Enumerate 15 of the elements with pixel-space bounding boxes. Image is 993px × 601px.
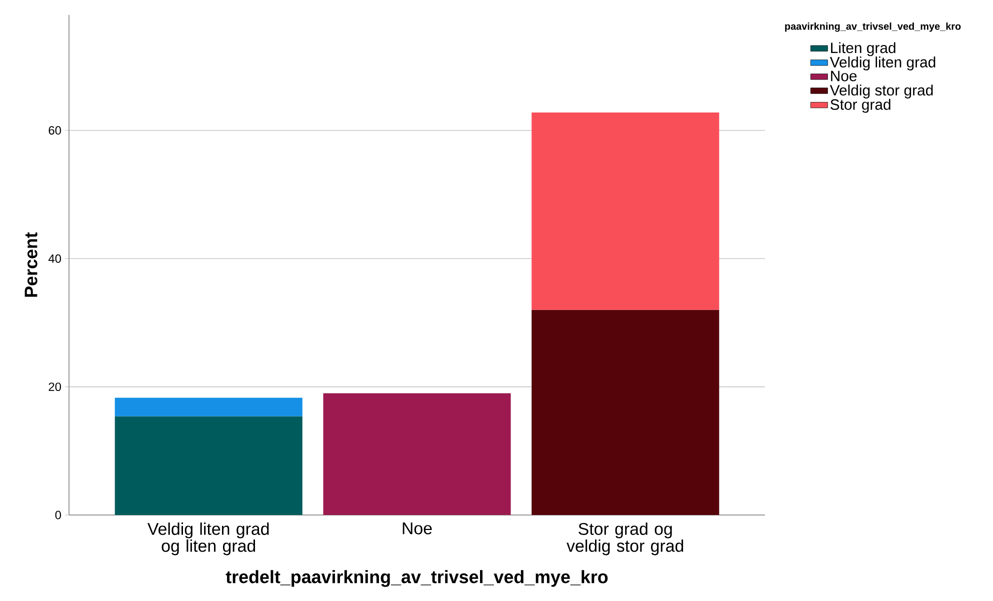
legend-label: Veldig liten grad: [830, 56, 936, 70]
legend-label: Veldig stor grad: [830, 84, 933, 98]
x-tick-label: Stor grad og veldig stor grad: [566, 522, 684, 556]
y-tick-label: 60: [48, 126, 62, 135]
y-axis-title: Percent: [24, 232, 38, 297]
y-tick-label: 20: [48, 382, 62, 392]
legend-label: Stor grad: [830, 98, 890, 113]
y-tick-label: 0: [55, 510, 62, 520]
legend-label: Noe: [831, 70, 857, 82]
x-tick-label: Veldig liten grad og liten grad: [147, 522, 269, 556]
x-tick-label: Noe: [402, 522, 432, 534]
legend-label: Liten grad: [831, 42, 896, 56]
legend-title: paavirkning_av_trivsel_ved_mye_kro: [785, 22, 961, 32]
x-axis-title: tredelt_paavirkning_av_trivsel_ved_mye_kro: [226, 570, 608, 587]
y-tick-label: 40: [48, 254, 62, 263]
